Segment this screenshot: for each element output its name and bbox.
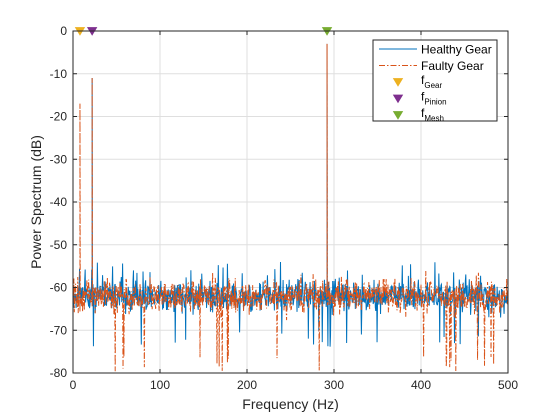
legend-label: Healthy Gear — [421, 43, 492, 57]
legend-box — [372, 39, 498, 122]
y-tick-label: 0 — [60, 24, 67, 38]
x-tick-label: 200 — [237, 378, 257, 392]
x-tick-label: 400 — [411, 378, 431, 392]
y-tick-label: -50 — [50, 238, 68, 252]
y-tick-label: -30 — [50, 152, 68, 166]
x-tick-label: 300 — [324, 378, 344, 392]
y-axis-ticks: 0 -10 -20 -30 -40 -50 -60 -70 -80 — [50, 24, 508, 380]
y-tick-label: -60 — [50, 281, 68, 295]
legend-marker-mesh — [392, 111, 404, 120]
y-axis-label: Power Spectrum (dB) — [28, 135, 44, 269]
y-tick-label: -20 — [50, 110, 68, 124]
x-axis-label: Frequency (Hz) — [242, 396, 338, 412]
y-tick-label: -10 — [50, 67, 68, 81]
y-tick-label: -80 — [50, 366, 68, 380]
legend-marker-gear — [392, 78, 404, 87]
series-line-faulty-gear — [73, 43, 508, 372]
y-tick-label: -40 — [50, 195, 68, 209]
x-axis-ticks: 0 100 200 300 400 500 — [70, 31, 518, 392]
x-tick-label: 500 — [498, 378, 518, 392]
legend-marker-pinion — [392, 94, 404, 104]
legend-label: Faulty Gear — [421, 59, 484, 73]
x-tick-label: 100 — [150, 378, 170, 392]
y-tick-label: -70 — [50, 323, 68, 337]
x-tick-label: 0 — [70, 378, 77, 392]
